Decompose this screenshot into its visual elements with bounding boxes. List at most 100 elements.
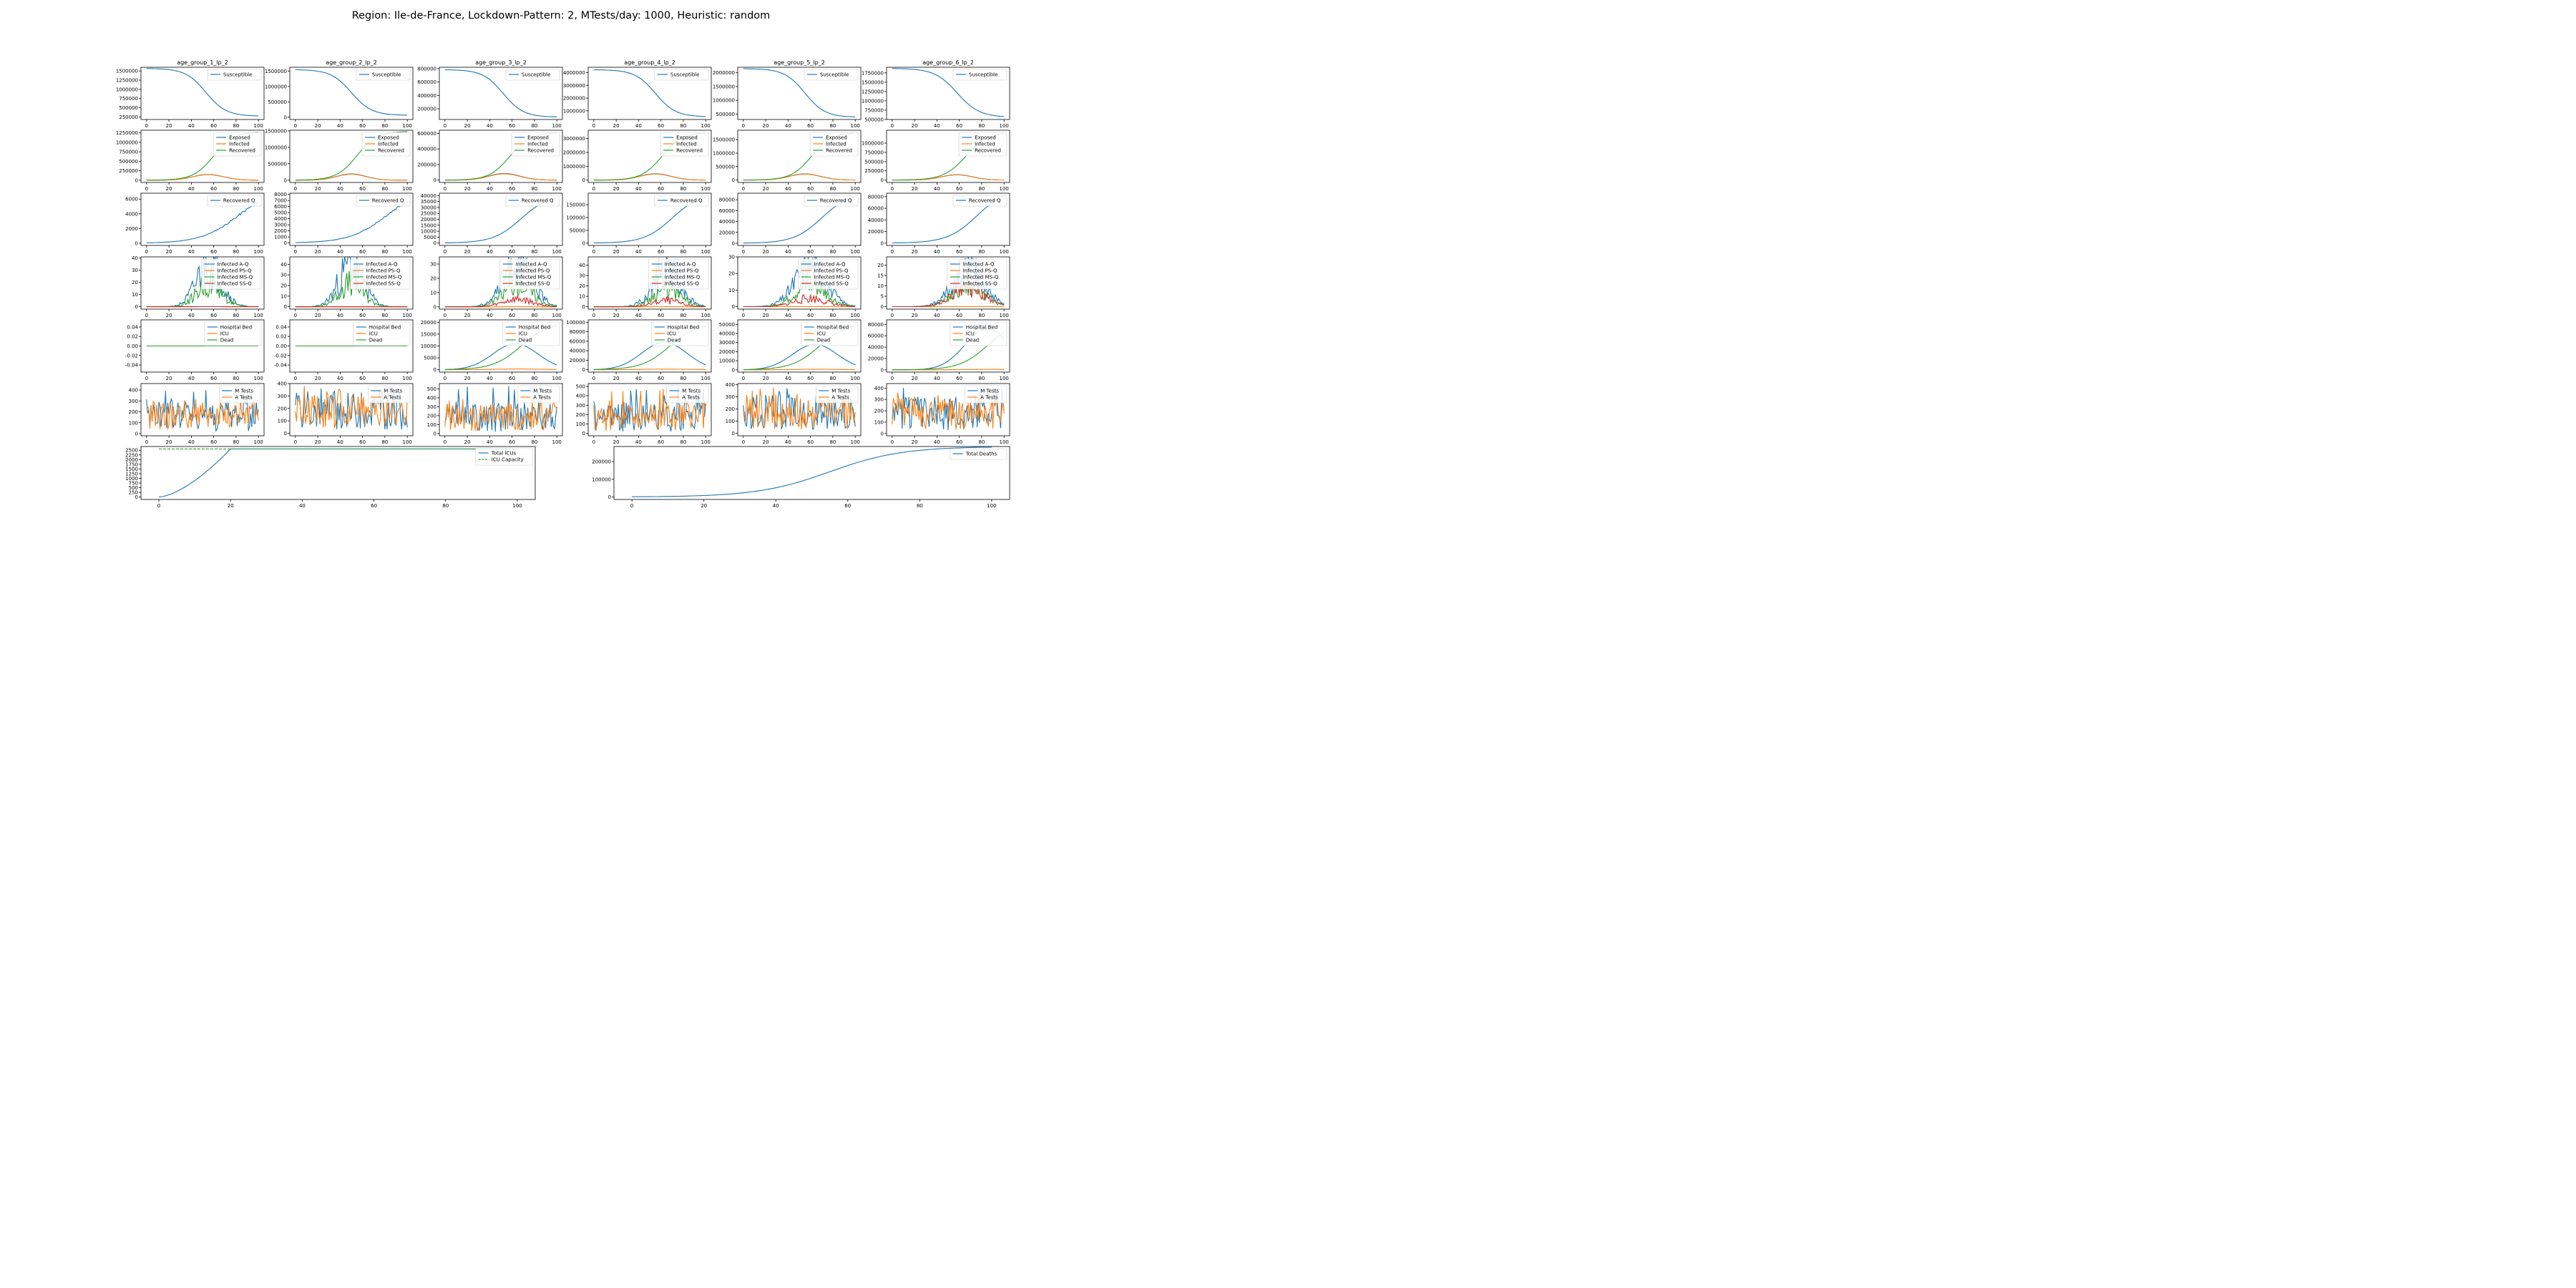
y-tick-label: 1000000 (563, 108, 585, 114)
x-tick-label: 60 (371, 503, 377, 509)
legend-label: Infected MS-Q (963, 275, 999, 280)
y-tick-label: 7000 (274, 198, 287, 204)
y-tick-label: 0.04 (127, 324, 138, 330)
x-tick-label: 60 (509, 376, 515, 381)
y-tick-label: 600000 (417, 131, 436, 137)
y-tick-label: 750000 (119, 96, 138, 102)
legend-label: A Tests (533, 395, 551, 401)
legend-label: A Tests (682, 395, 700, 401)
axes-frame (140, 446, 536, 500)
y-tick-label: 500000 (864, 159, 884, 165)
y-tick-label: 8000 (274, 192, 287, 197)
x-tick-label: 40 (487, 313, 493, 318)
axes-frame (439, 383, 563, 436)
x-tick-label: 20 (464, 186, 471, 192)
x-tick-label: 40 (188, 313, 195, 318)
x-tick-label: 20 (912, 313, 918, 318)
x-tick-label: 80 (829, 313, 836, 318)
legend-label: ICU Capacity (492, 457, 524, 463)
y-tick-label: 60000 (719, 208, 735, 214)
series-line-infected-ss-q (593, 296, 706, 308)
legend-label: Recovered (229, 148, 255, 154)
y-tick-label: 500000 (268, 99, 287, 105)
legend-box (207, 195, 262, 207)
y-tick-label: 0.02 (127, 334, 138, 340)
legend-label: Hospital Bed (668, 325, 699, 331)
y-tick-label: 200000 (417, 162, 436, 167)
x-tick-label: 60 (658, 249, 664, 255)
y-tick-label: 200 (726, 406, 735, 412)
legend-label: Infected (676, 142, 697, 147)
legend-box (952, 195, 1008, 207)
legend-box (356, 195, 411, 207)
x-tick-label: 0 (891, 249, 894, 255)
y-tick-label: 1000000 (116, 87, 138, 92)
axes-frame (587, 383, 712, 436)
legend-label: Infected PS-Q (963, 268, 997, 274)
legend-label: Hospital Bed (519, 325, 550, 331)
x-tick-label: 0 (891, 313, 894, 318)
x-tick-label: 40 (785, 123, 791, 129)
x-tick-label: 80 (531, 376, 537, 381)
y-tick-label: -0.04 (125, 363, 139, 369)
series-line-susceptible (295, 69, 408, 116)
y-tick-label: 2250 (125, 452, 138, 458)
x-tick-label: 0 (294, 249, 297, 255)
y-tick-label: 100 (129, 420, 138, 426)
x-tick-label: 60 (658, 186, 664, 192)
axes-frame (289, 256, 414, 310)
subplot-g3-r2: 0 20 40 60 80 100 0 200000 400000 600000 ExposedIn… (417, 130, 563, 192)
x-tick-label: 0 (592, 186, 595, 192)
x-tick-label: 100 (999, 376, 1008, 381)
y-tick-label: 200000 (592, 459, 611, 465)
legend-label: M Tests (682, 389, 701, 394)
y-tick-label: 1500000 (265, 69, 287, 74)
subplots: 0 20 40 60 80 1002500005000007500001000000125… (116, 59, 1010, 509)
legend: Susceptible (804, 69, 859, 81)
y-tick-label: 500000 (864, 117, 884, 123)
series-line-recovered-q (295, 200, 408, 243)
y-tick-label: 1500000 (713, 84, 735, 89)
legend-box (965, 385, 1008, 404)
series-line-a-tests (146, 396, 259, 430)
x-tick-label: 60 (807, 186, 814, 192)
x-tick-label: 100 (253, 186, 263, 192)
x-tick-label: 100 (701, 249, 710, 255)
y-tick-label: 0 (434, 367, 436, 373)
legend-box (505, 195, 560, 207)
x-tick-label: 20 (166, 313, 172, 318)
x-tick-label: 20 (464, 313, 471, 318)
x-tick-label: 80 (680, 186, 686, 192)
series-line-susceptible (743, 68, 856, 117)
x-tick-label: 20 (315, 313, 321, 318)
legend-label: Dead (519, 338, 532, 343)
y-tick-label: 20000 (868, 356, 884, 361)
axes-frame (439, 67, 563, 120)
legend-label: Susceptible (820, 72, 849, 78)
x-tick-label: 100 (402, 376, 411, 381)
y-tick-label: 0 (135, 431, 138, 436)
x-tick-label: 0 (742, 376, 745, 381)
y-tick-label: 20 (430, 275, 436, 281)
y-tick-label: 0 (608, 494, 611, 500)
legend-label: Recovered Q (820, 198, 852, 204)
legend-label: Infected (229, 142, 250, 147)
subplot-title: age_group_1_lp_2 (177, 59, 228, 66)
x-tick-label: 0 (145, 123, 148, 129)
y-tick-label: 40000 (868, 345, 884, 351)
x-tick-label: 40 (934, 376, 940, 381)
y-tick-label: 750000 (864, 107, 884, 113)
y-tick-label: 0 (434, 304, 436, 310)
y-tick-label: 100 (874, 419, 884, 425)
series-line-a-tests (295, 386, 408, 429)
y-tick-label: 35000 (421, 199, 436, 205)
x-tick-label: 80 (233, 376, 239, 381)
x-tick-label: 100 (402, 123, 411, 129)
y-tick-label: 200 (874, 409, 884, 414)
